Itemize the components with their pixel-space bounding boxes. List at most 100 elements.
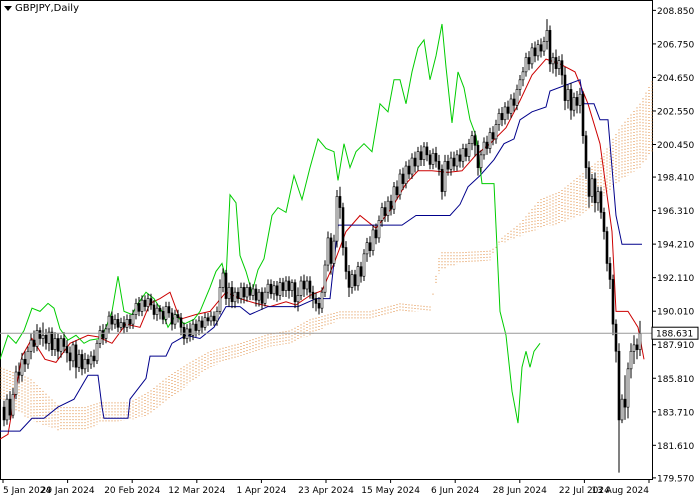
candle-body	[584, 135, 588, 168]
candle-body	[485, 141, 489, 149]
candle-body	[470, 135, 474, 144]
candle-body	[179, 317, 183, 328]
candle-body	[227, 287, 231, 299]
candle-body	[446, 160, 450, 170]
candle-body	[11, 394, 15, 416]
y-tick-label: 204.650	[657, 74, 694, 84]
candle-body	[425, 146, 429, 156]
candle-body	[371, 229, 375, 251]
candle-body	[152, 304, 156, 315]
candle-body	[5, 398, 9, 421]
candle-body	[56, 338, 60, 352]
candle-body	[434, 152, 438, 162]
candle-body	[482, 141, 486, 156]
candle-body	[155, 307, 159, 315]
candle-body	[638, 333, 642, 350]
candle-body	[17, 371, 21, 376]
candle-body	[338, 196, 342, 208]
candle-body	[512, 98, 516, 106]
x-tick-label: 5 Jan 2024	[3, 486, 51, 496]
candle-body	[548, 30, 552, 65]
candle-body	[539, 44, 543, 52]
candle-body	[77, 354, 81, 368]
candle-body	[41, 334, 45, 339]
candle-body	[275, 285, 279, 296]
candle-body	[20, 358, 24, 376]
candle-body	[158, 307, 162, 312]
candle-body	[35, 330, 39, 347]
candle-body	[572, 97, 576, 111]
candle-body	[191, 323, 195, 336]
symbol-title[interactable]: GBPJPY,Daily	[4, 3, 79, 14]
candle-body	[29, 339, 33, 352]
y-tick-label: 208.850	[657, 7, 694, 17]
candle-body	[632, 344, 636, 352]
candle-body	[293, 282, 297, 303]
candle-body	[398, 173, 402, 196]
candle-body	[566, 89, 570, 101]
candle-body	[38, 330, 42, 339]
candle-body	[173, 314, 177, 325]
candle-body	[146, 298, 150, 307]
candle-body	[260, 291, 264, 304]
candle-body	[317, 303, 321, 309]
candle-body	[488, 132, 492, 149]
candle-body	[356, 266, 360, 287]
y-tick-label: 181.610	[657, 442, 694, 452]
candle-body	[395, 186, 399, 196]
candle-body	[515, 89, 519, 106]
candle-body	[368, 242, 372, 251]
candle-body	[302, 280, 306, 290]
candle-body	[125, 319, 129, 328]
candle-body	[74, 344, 78, 368]
candle-body	[500, 113, 504, 121]
candle-body	[467, 143, 471, 157]
candle-body	[560, 60, 564, 76]
candle-body	[164, 306, 168, 320]
candle-body	[491, 132, 495, 140]
candle-body	[200, 320, 204, 328]
candle-body	[458, 154, 462, 162]
candle-body	[530, 47, 534, 65]
candle-body	[380, 207, 384, 221]
x-tick-label: 13 Aug 2024	[591, 486, 649, 496]
candle-body	[266, 283, 270, 293]
y-tick-label: 200.450	[657, 141, 694, 151]
candle-body	[608, 263, 612, 280]
candle-body	[161, 311, 165, 320]
candle-body	[206, 317, 210, 322]
candle-body	[527, 57, 531, 65]
candle-body	[14, 371, 18, 395]
candle-body	[575, 97, 579, 106]
y-tick-label: 198.410	[657, 174, 694, 184]
candle-body	[626, 368, 630, 408]
candle-body	[2, 406, 6, 421]
candle-body	[116, 319, 120, 328]
candle-body	[284, 280, 288, 291]
x-tick-label: 28 Jun 2024	[493, 486, 547, 496]
candle-body	[497, 113, 501, 125]
candle-body	[518, 79, 522, 90]
y-tick-label: 202.550	[657, 107, 694, 117]
candle-body	[140, 299, 144, 312]
candle-body	[80, 354, 84, 370]
candle-body	[599, 191, 603, 213]
candle-body	[296, 295, 300, 303]
candle-body	[533, 47, 537, 57]
candle-body	[89, 355, 93, 365]
candle-body	[65, 346, 69, 354]
candle-body	[272, 285, 276, 295]
candle-body	[215, 311, 219, 322]
candle-body	[320, 291, 324, 309]
candle-body	[347, 271, 351, 288]
candle-body	[407, 165, 411, 175]
candle-body	[92, 355, 96, 362]
candle-body	[386, 200, 390, 216]
candle-body	[86, 358, 90, 365]
candle-body	[536, 44, 540, 57]
candle-body	[131, 314, 135, 325]
candle-body	[524, 57, 528, 73]
x-tick-label: 23 Apr 2024	[298, 486, 354, 496]
candle-body	[251, 288, 255, 296]
